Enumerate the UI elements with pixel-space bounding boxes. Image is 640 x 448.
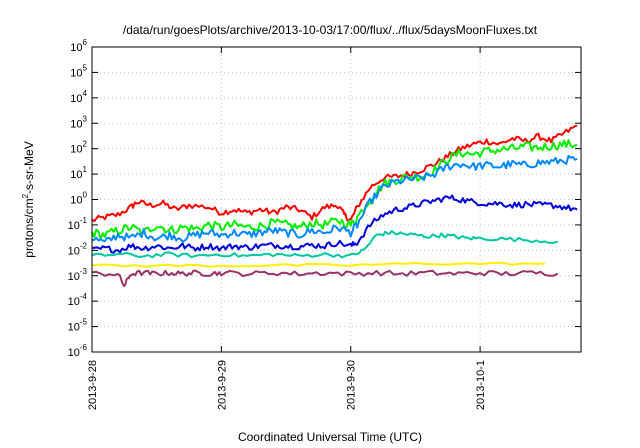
series-line-6 <box>91 269 559 287</box>
y-tick-label: 102 <box>70 140 87 156</box>
y-tick-label: 105 <box>70 63 87 79</box>
series-line-1 <box>91 139 578 240</box>
x-tick-label: 2013-10-1 <box>475 360 487 410</box>
y-tick-label: 10-1 <box>68 216 88 232</box>
y-tick-label: 101 <box>70 165 87 181</box>
data-series <box>91 124 578 287</box>
series-line-3 <box>91 194 578 254</box>
y-tick-label: 106 <box>70 38 87 54</box>
y-tick-label: 10-2 <box>68 241 88 257</box>
chart-title: /data/run/goesPlots/archive/2013-10-03/1… <box>123 23 538 37</box>
series-line-2 <box>91 154 578 243</box>
x-tick-label: 2013-9-28 <box>87 360 99 410</box>
y-tick-label: 10-6 <box>68 343 88 359</box>
y-tick-label: 10-5 <box>68 318 88 334</box>
y-tick-label: 100 <box>70 191 87 207</box>
x-axis-label: Coordinated Universal Time (UTC) <box>238 430 422 444</box>
axis-ticks: 10-6 10-5 10-4 10-3 10-2 10-1 100 101 102 103 104 1… <box>68 38 581 410</box>
y-tick-label: 104 <box>70 89 87 105</box>
y-tick-label: 10-4 <box>68 292 88 308</box>
grid-lines <box>92 47 581 352</box>
plot-frame <box>91 46 582 353</box>
y-axis-label: protons/cm2-s-sr-MeV <box>21 141 36 257</box>
series-line-0 <box>91 124 578 223</box>
series-line-5 <box>91 261 545 268</box>
x-tick-label: 2013-9-30 <box>346 360 358 410</box>
y-axis-label-group: protons/cm2-s-sr-MeV <box>21 141 36 257</box>
y-tick-label: 10-3 <box>68 267 88 283</box>
x-tick-label: 2013-9-29 <box>216 360 228 410</box>
series-line-4 <box>91 230 558 259</box>
y-tick-label: 103 <box>70 114 87 130</box>
